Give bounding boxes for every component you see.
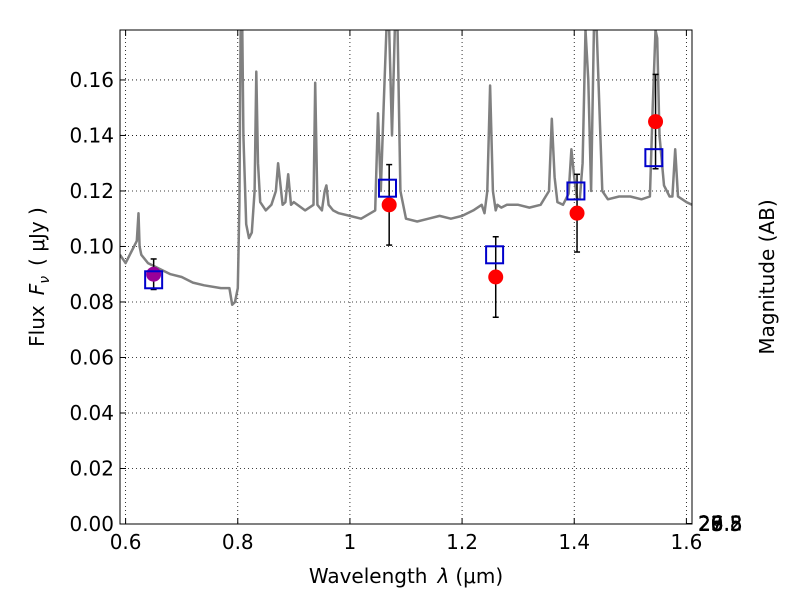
mag-tick-label: 29 xyxy=(698,512,723,536)
x-axis-label: Wavelength λ (μm) xyxy=(309,564,503,588)
y-tick-label: 0.08 xyxy=(69,290,114,314)
right-axis-label: Magnitude (AB) xyxy=(755,199,779,354)
spectrum-line xyxy=(120,30,692,307)
x-tick-label: 0.8 xyxy=(222,530,254,554)
mag-tick-label: 25.8 xyxy=(698,512,743,536)
plot-frame xyxy=(119,29,693,525)
observed-point xyxy=(146,266,162,282)
mag-tick-label: 26 xyxy=(698,512,723,536)
x-tick-label: 1.6 xyxy=(670,530,702,554)
y-tick-label: 0.02 xyxy=(69,456,114,480)
spectrum-series xyxy=(120,30,692,307)
y-tick-label: 0.10 xyxy=(69,234,114,258)
grid-lines xyxy=(120,30,692,525)
model-point xyxy=(644,148,664,168)
y-tick-label: 0.00 xyxy=(69,512,114,536)
mag-tick-label: 26.2 xyxy=(698,512,743,536)
x-tick-label: 1.4 xyxy=(558,530,590,554)
model-point xyxy=(485,245,505,265)
mag-tick-label: 26.5 xyxy=(698,512,743,536)
x-tick-label: 1 xyxy=(344,530,357,554)
axis-ticks: 0.6 0.8 1 1.2 1.4 1.6 0.00 0.02 0.04 0.06 0.08 0.10… xyxy=(69,30,743,554)
y-tick-label: 0.12 xyxy=(69,179,114,203)
y-axis-label: FluxFν( μJy ) xyxy=(25,207,53,347)
observed-point xyxy=(381,197,397,213)
observed-point xyxy=(648,114,664,130)
observed-point xyxy=(488,269,504,285)
y-tick-label: 0.04 xyxy=(69,401,114,425)
model-point xyxy=(566,181,586,201)
x-tick-label: 0.6 xyxy=(110,530,142,554)
mag-tick-label: 27 xyxy=(698,512,723,536)
x-tick-label: 1.2 xyxy=(446,530,478,554)
model-point xyxy=(377,178,397,198)
model-point xyxy=(144,270,164,290)
mag-tick-label: 27.5 xyxy=(698,512,743,536)
photometry-points xyxy=(144,73,664,318)
y-tick-label: 0.06 xyxy=(69,345,114,369)
y-tick-label: 0.16 xyxy=(69,68,114,92)
mag-tick-label: 28 xyxy=(698,512,723,536)
y-tick-label: 0.14 xyxy=(69,123,114,147)
observed-point xyxy=(569,205,585,221)
